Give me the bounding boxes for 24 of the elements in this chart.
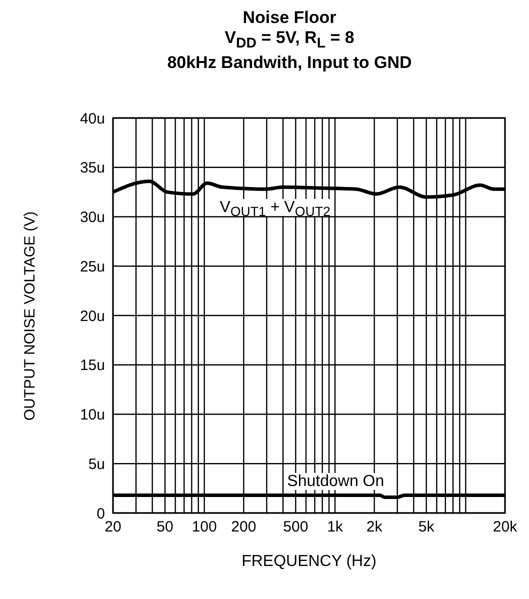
series-label: Shutdown On [285,473,386,490]
chart-title: Noise Floor [242,8,338,28]
x-tick-label: 500 [283,518,308,536]
x-tick-label: 200 [231,518,256,536]
series-label: V$_{OUT1}$ + V$_{OUT2}$ [218,199,332,220]
x-axis-title: FREQUENCY (Hz) [240,553,378,571]
y-tick-label: 5u [88,456,105,473]
x-tick-label: 1k [327,518,344,536]
chart-subtitle: V$_{DD}$ = 5V, R$_{L}$ = 8 80kHz Bandwith, Input to GND [166,28,413,74]
y-tick-label: 35u [80,160,105,177]
y-tick-label: 20u [80,308,105,325]
y-axis-title: OUTPUT NOISE VOLTAGE (V) [22,210,38,420]
x-tick-label: 50 [156,518,174,536]
y-tick-label: 30u [80,209,105,226]
y-tick-label: 25u [80,258,105,276]
y-tick-label: 0 [96,505,105,522]
y-tick-label: 40u [80,110,105,128]
y-tick-label: 15u [80,357,105,374]
x-tick-label: 2k [366,518,383,536]
y-tick-label: 10u [80,406,105,424]
x-tick-label: 20k [492,518,518,536]
x-tick-label: 5k [418,518,435,536]
x-tick-label: 20 [104,518,122,536]
x-tick-label: 100 [192,518,217,536]
